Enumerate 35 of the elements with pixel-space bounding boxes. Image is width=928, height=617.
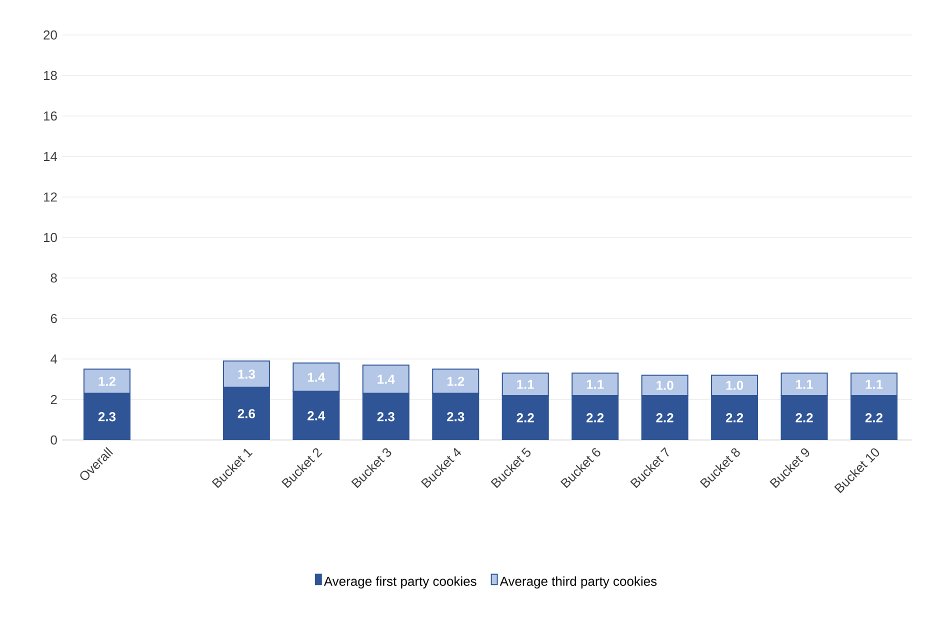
data-label: 1.3: [238, 370, 256, 379]
data-label: 1.1: [586, 380, 604, 389]
legend-label: Average third party cookies: [500, 576, 657, 589]
data-label: 1.4: [378, 374, 395, 384]
y-tick-label: 12: [44, 192, 57, 202]
data-label: 2.3: [377, 412, 394, 422]
data-label: 2.4: [308, 411, 326, 420]
data-label: 2.2: [726, 413, 744, 422]
y-tick-label: 4: [50, 354, 58, 364]
data-label: 2.3: [447, 412, 464, 422]
data-label: 1.0: [656, 380, 674, 390]
data-label: 2.2: [865, 413, 883, 422]
y-tick-label: 10: [44, 232, 57, 242]
legend-label: Average first party cookies: [324, 576, 476, 589]
data-label: 1.1: [796, 380, 813, 389]
data-label: 2.6: [238, 409, 256, 418]
y-tick-label: 16: [44, 111, 57, 121]
data-label: 1.4: [308, 372, 326, 382]
data-label: 2.2: [656, 413, 674, 422]
data-label: 2.2: [586, 413, 604, 422]
y-tick-label: 0: [50, 435, 57, 445]
data-label: 1.2: [98, 376, 116, 386]
data-label: 2.2: [796, 413, 813, 422]
data-label: 1.0: [726, 380, 744, 390]
y-tick-label: 2: [50, 394, 57, 404]
y-tick-label: 20: [44, 30, 57, 40]
y-tick-label: 6: [50, 314, 57, 324]
data-label: 2.3: [98, 412, 116, 422]
data-label: 1.1: [517, 380, 534, 389]
data-label: 1.2: [447, 376, 464, 386]
y-tick-label: 18: [44, 70, 57, 80]
y-tick-label: 14: [44, 152, 58, 161]
y-tick-label: 8: [50, 273, 57, 283]
data-label: 2.2: [516, 413, 534, 422]
data-label: 1.1: [866, 380, 883, 389]
